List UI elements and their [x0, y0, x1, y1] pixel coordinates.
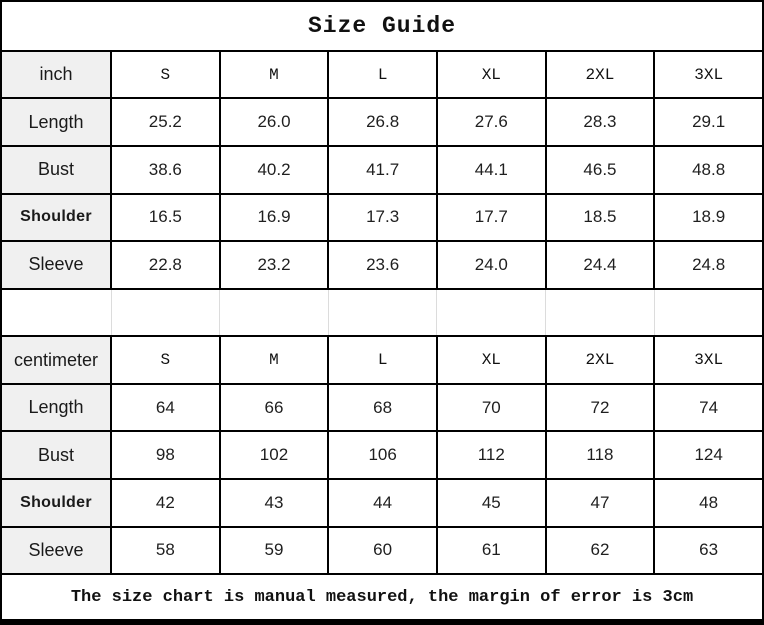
row-label-sleeve: Sleeve	[0, 240, 112, 290]
size-header-m: M	[218, 49, 330, 100]
size-header-2xl: 2XL	[544, 335, 656, 385]
size-value: 44.1	[435, 144, 547, 195]
size-header-s: S	[110, 335, 221, 385]
size-header-2xl: 2XL	[544, 49, 656, 100]
spacer-cell	[653, 287, 764, 338]
size-value: 70	[435, 382, 547, 433]
inch-length-row: Length 25.2 26.0 26.8 27.6 28.3 29.1	[0, 97, 764, 147]
size-value: 48	[653, 478, 764, 528]
size-header-m: M	[218, 335, 330, 385]
size-value: 18.9	[653, 192, 764, 243]
size-value: 24.4	[544, 240, 656, 290]
size-value: 23.6	[327, 240, 438, 290]
row-label-bust: Bust	[0, 430, 112, 481]
title-row: Size Guide	[0, 0, 764, 52]
size-value: 48.8	[653, 144, 764, 195]
size-value: 38.6	[110, 144, 221, 195]
unit-header-centimeter: centimeter	[0, 335, 112, 385]
inch-size-header-row: inch S M L XL 2XL 3XL	[0, 49, 764, 100]
size-value: 60	[327, 525, 438, 576]
row-label-length: Length	[0, 97, 112, 147]
row-label-bust: Bust	[0, 144, 112, 195]
size-value: 72	[544, 382, 656, 433]
spacer-cell	[545, 287, 655, 338]
size-value: 59	[218, 525, 330, 576]
cm-sleeve-row: Sleeve 58 59 60 61 62 63	[0, 525, 764, 576]
size-value: 24.8	[653, 240, 764, 290]
spacer-cell	[436, 287, 547, 338]
spacer-cell	[327, 287, 438, 338]
spacer-cell	[0, 287, 112, 338]
size-value: 43	[218, 478, 330, 528]
size-value: 98	[110, 430, 221, 481]
size-value: 46.5	[544, 144, 656, 195]
size-value: 27.6	[435, 97, 547, 147]
size-header-xl: XL	[435, 49, 547, 100]
size-value: 44	[327, 478, 438, 528]
size-header-3xl: 3XL	[653, 335, 764, 385]
size-value: 74	[653, 382, 764, 433]
size-value: 24.0	[435, 240, 547, 290]
row-label-shoulder: Shoulder	[0, 192, 112, 243]
footer-row: The size chart is manual measured, the m…	[0, 573, 764, 625]
size-value: 29.1	[653, 97, 764, 147]
inch-shoulder-row: Shoulder 16.5 16.9 17.3 17.7 18.5 18.9	[0, 192, 764, 243]
size-value: 61	[435, 525, 547, 576]
size-value: 17.7	[435, 192, 547, 243]
size-value: 40.2	[218, 144, 330, 195]
size-value: 26.8	[327, 97, 438, 147]
size-guide-title: Size Guide	[0, 0, 764, 52]
cm-bust-row: Bust 98 102 106 112 118 124	[0, 430, 764, 481]
size-header-xl: XL	[435, 335, 547, 385]
size-value: 102	[218, 430, 330, 481]
size-value: 64	[110, 382, 221, 433]
size-value: 25.2	[110, 97, 221, 147]
size-value: 47	[544, 478, 656, 528]
size-value: 28.3	[544, 97, 656, 147]
row-label-length: Length	[0, 382, 112, 433]
cm-shoulder-row: Shoulder 42 43 44 45 47 48	[0, 478, 764, 528]
size-value: 17.3	[327, 192, 438, 243]
size-value: 23.2	[218, 240, 330, 290]
size-value: 45	[435, 478, 547, 528]
size-value: 118	[544, 430, 656, 481]
size-value: 42	[110, 478, 221, 528]
size-value: 58	[110, 525, 221, 576]
cm-length-row: Length 64 66 68 70 72 74	[0, 382, 764, 433]
cm-size-header-row: centimeter S M L XL 2XL 3XL	[0, 335, 764, 385]
size-value: 63	[653, 525, 764, 576]
size-value: 41.7	[327, 144, 438, 195]
size-header-l: L	[327, 335, 438, 385]
size-value: 112	[435, 430, 547, 481]
size-header-3xl: 3XL	[653, 49, 764, 100]
size-value: 26.0	[218, 97, 330, 147]
unit-header-inch: inch	[0, 49, 112, 100]
size-value: 18.5	[544, 192, 656, 243]
inch-bust-row: Bust 38.6 40.2 41.7 44.1 46.5 48.8	[0, 144, 764, 195]
size-value: 16.5	[110, 192, 221, 243]
spacer-cell	[219, 287, 329, 338]
inch-sleeve-row: Sleeve 22.8 23.2 23.6 24.0 24.4 24.8	[0, 240, 764, 290]
size-value: 106	[327, 430, 438, 481]
size-header-l: L	[327, 49, 438, 100]
size-value: 16.9	[218, 192, 330, 243]
size-value: 66	[218, 382, 330, 433]
row-label-sleeve: Sleeve	[0, 525, 112, 576]
size-value: 22.8	[110, 240, 221, 290]
measurement-note: The size chart is manual measured, the m…	[0, 573, 764, 625]
size-value: 62	[544, 525, 656, 576]
size-header-s: S	[110, 49, 221, 100]
spacer-cell	[110, 287, 221, 338]
size-value: 68	[327, 382, 438, 433]
size-value: 124	[653, 430, 764, 481]
spacer-row	[0, 287, 764, 338]
row-label-shoulder: Shoulder	[0, 478, 112, 528]
